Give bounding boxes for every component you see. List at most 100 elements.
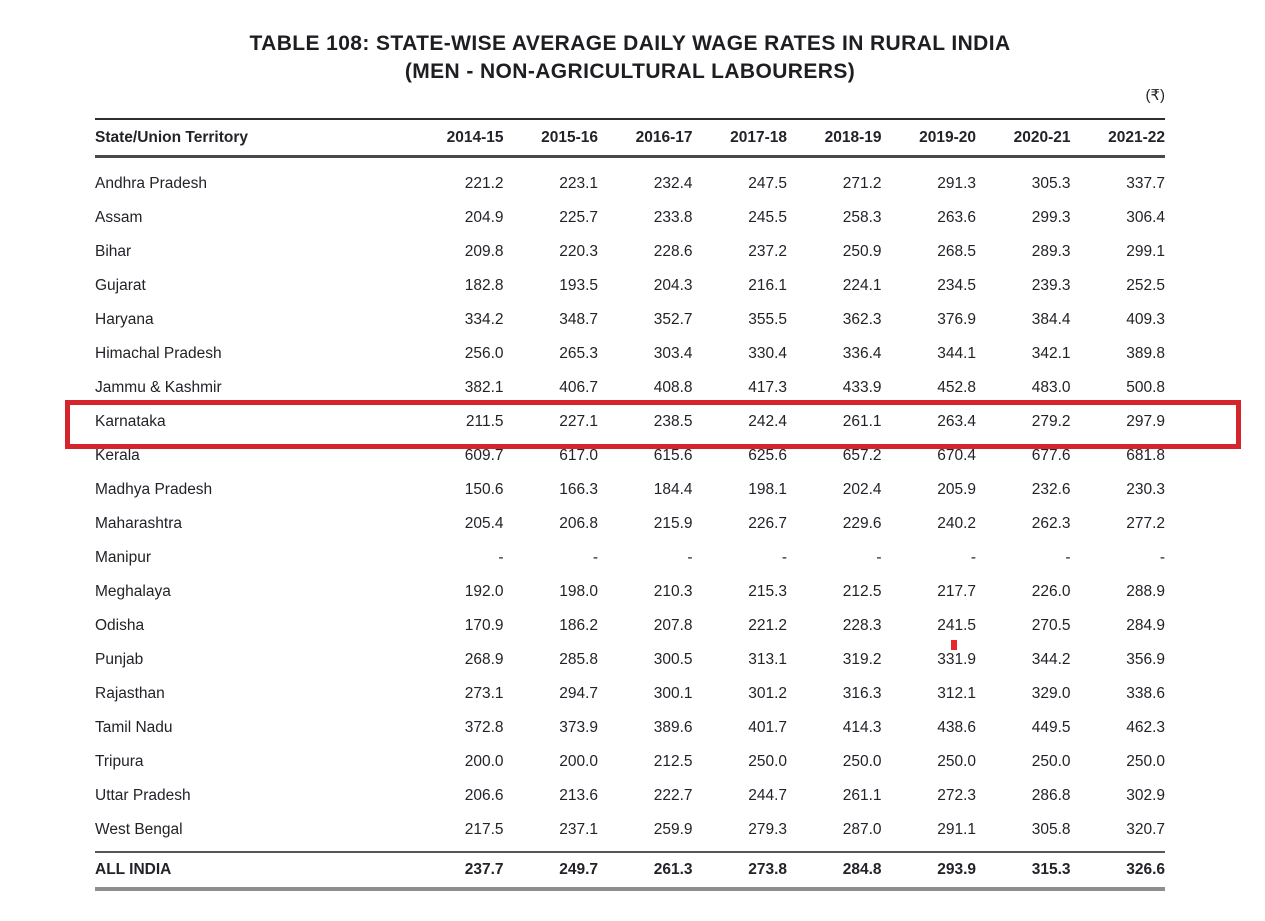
- value-cell: 228.6: [653, 243, 693, 260]
- value-cell: 250.0: [748, 753, 787, 770]
- state-cell: Manipur: [95, 549, 151, 566]
- value-cell: 170.9: [464, 617, 504, 634]
- value-cell: 263.4: [937, 413, 976, 430]
- value-cell: 271.2: [842, 175, 882, 192]
- state-cell: Tripura: [95, 753, 144, 770]
- value-cell: 299.1: [1126, 243, 1165, 260]
- header-cell-year: 2019-20: [881, 119, 976, 158]
- value-cell: 483.0: [1031, 379, 1071, 396]
- value-cell: 336.4: [842, 345, 882, 362]
- value-cell: 452.8: [937, 379, 976, 396]
- value-cell: 217.5: [464, 821, 504, 838]
- state-cell: Maharashtra: [95, 515, 183, 532]
- value-cell: 406.7: [559, 379, 598, 396]
- header-cell-year: 2015-16: [503, 119, 598, 158]
- value-cell: 342.1: [1031, 345, 1071, 362]
- header-cell-state: State/Union Territory: [95, 119, 409, 158]
- value-cell: 215.9: [653, 515, 693, 532]
- value-cell: 300.1: [653, 685, 693, 702]
- footer-value-cell: 315.3: [976, 851, 1071, 891]
- value-cell: 334.2: [464, 311, 504, 328]
- value-cell: 389.8: [1126, 345, 1165, 362]
- value-cell: 215.3: [748, 583, 787, 600]
- value-cell: 193.5: [559, 277, 598, 294]
- value-cell: 206.6: [464, 787, 504, 804]
- value-cell: 277.2: [1126, 515, 1165, 532]
- value-cell: 225.7: [559, 209, 598, 226]
- value-cell: 320.7: [1126, 821, 1165, 838]
- value-cell: 226.7: [748, 515, 787, 532]
- header-cell-year: 2014-15: [409, 119, 504, 158]
- state-cell: Haryana: [95, 311, 154, 328]
- value-cell: 198.1: [748, 481, 787, 498]
- all-india-row: ALL INDIA 237.7 249.7 261.3 273.8 284.8 293.9 3…: [95, 851, 1165, 891]
- value-cell: 338.6: [1126, 685, 1165, 702]
- value-cell: 289.3: [1031, 243, 1071, 260]
- value-cell: 233.8: [653, 209, 693, 226]
- value-cell: 449.5: [1031, 719, 1071, 736]
- table-row-maharashtra: Maharashtra 205.4 206.8 215.9 226.7 229.6 240.…: [95, 507, 1165, 541]
- header-cell-year: 2021-22: [1070, 119, 1165, 158]
- value-cell: 226.0: [1031, 583, 1071, 600]
- value-cell: 291.3: [937, 175, 976, 192]
- value-cell: 376.9: [937, 311, 976, 328]
- value-cell: 389.6: [653, 719, 693, 736]
- value-cell: 500.8: [1126, 379, 1165, 396]
- value-cell: 362.3: [842, 311, 882, 328]
- value-cell: 250.0: [937, 753, 976, 770]
- value-cell: 250.0: [842, 753, 882, 770]
- footer-state-cell: ALL INDIA: [95, 851, 409, 891]
- table-row-madhya-pradesh: Madhya Pradesh 150.6 166.3 184.4 198.1 202.4 2…: [95, 473, 1165, 507]
- currency-note: (₹): [1145, 87, 1165, 104]
- value-cell: 670.4: [937, 447, 976, 464]
- value-cell: 229.6: [842, 515, 882, 532]
- value-cell: 617.0: [559, 447, 598, 464]
- value-cell: 344.2: [1031, 651, 1071, 668]
- value-cell: 186.2: [559, 617, 598, 634]
- value-cell: 337.7: [1126, 175, 1165, 192]
- value-cell: 625.6: [748, 447, 787, 464]
- value-cell: 348.7: [559, 311, 598, 328]
- footer-value-cell: 261.3: [598, 851, 693, 891]
- value-cell: 356.9: [1126, 651, 1165, 668]
- header-row: State/Union Territory 2014-15 2015-16 2016-…: [95, 119, 1165, 158]
- state-cell: Himachal Pradesh: [95, 345, 222, 362]
- value-cell: 237.1: [559, 821, 598, 838]
- value-cell: 268.5: [937, 243, 976, 260]
- state-cell: Andhra Pradesh: [95, 175, 208, 192]
- value-cell: 245.5: [748, 209, 787, 226]
- value-cell: 373.9: [559, 719, 598, 736]
- header-cell-year: 2016-17: [598, 119, 693, 158]
- value-cell: 210.3: [653, 583, 693, 600]
- value-cell: 222.7: [653, 787, 693, 804]
- value-cell: 200.0: [559, 753, 598, 770]
- value-cell: 232.4: [653, 175, 693, 192]
- value-cell: 279.2: [1031, 413, 1071, 430]
- value-cell: -: [1065, 549, 1071, 566]
- value-cell: 202.4: [842, 481, 882, 498]
- value-cell: 438.6: [937, 719, 976, 736]
- value-cell: 234.5: [937, 277, 976, 294]
- value-cell: 217.7: [937, 583, 976, 600]
- value-cell: 417.3: [748, 379, 787, 396]
- value-cell: 228.3: [842, 617, 882, 634]
- state-cell: Odisha: [95, 617, 145, 634]
- value-cell: 265.3: [559, 345, 598, 362]
- value-cell: 330.4: [748, 345, 787, 362]
- value-cell: 241.5: [937, 617, 976, 634]
- table-row-haryana: Haryana 334.2 348.7 352.7 355.5 362.3 376.9 384…: [95, 303, 1165, 337]
- value-cell: 609.7: [464, 447, 504, 464]
- table-row-tamil-nadu: Tamil Nadu 372.8 373.9 389.6 401.7 414.3 438.6…: [95, 711, 1165, 745]
- footer-value-cell: 326.6: [1070, 851, 1165, 891]
- footer-value-cell: 249.7: [503, 851, 598, 891]
- footer-value-cell: 273.8: [692, 851, 787, 891]
- footer-value-cell: 237.7: [409, 851, 504, 891]
- table-row-meghalaya: Meghalaya 192.0 198.0 210.3 215.3 212.5 217.7 2…: [95, 575, 1165, 609]
- value-cell: 205.4: [464, 515, 504, 532]
- table-row-gujarat: Gujarat 182.8 193.5 204.3 216.1 224.1 234.5 239…: [95, 269, 1165, 303]
- value-cell: 239.3: [1031, 277, 1071, 294]
- table-row-west-bengal: West Bengal 217.5 237.1 259.9 279.3 287.0 291.…: [95, 813, 1165, 852]
- value-cell: 291.1: [937, 821, 976, 838]
- value-cell: 294.7: [559, 685, 598, 702]
- table-body: Andhra Pradesh 221.2 223.1 232.4 247.5 271.2 2…: [95, 157, 1165, 853]
